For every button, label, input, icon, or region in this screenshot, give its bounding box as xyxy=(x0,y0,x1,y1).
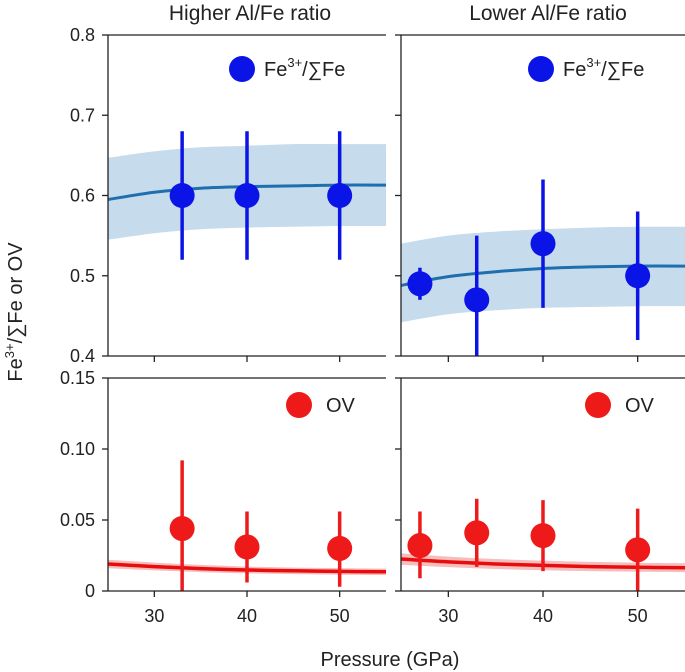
plot-area xyxy=(401,498,685,591)
legend-label: OV xyxy=(625,395,655,417)
right-panel-title: Lower Al/Fe ratio xyxy=(469,2,627,25)
legend: OV xyxy=(286,392,356,418)
panel-ov-higher-al: 0 0.05 0.10 0.15 30 40 50 OV xyxy=(60,368,386,626)
y-axis-label-sup: 3+ xyxy=(2,343,17,358)
panel-fe-higher-al: 0.4 0.5 0.6 0.7 0.8 Fe3+/∑Fe xyxy=(70,25,386,366)
plot-area xyxy=(108,460,386,591)
data-point xyxy=(234,534,260,560)
y-tick-label: 0.5 xyxy=(70,266,95,286)
x-tick-label: 40 xyxy=(237,606,257,626)
x-tick-label: 30 xyxy=(438,606,458,626)
x-tick-label: 40 xyxy=(533,606,553,626)
x-axis-label: Pressure (GPa) xyxy=(321,649,460,671)
data-point xyxy=(464,287,490,313)
y-tick-label: 0.15 xyxy=(60,368,95,388)
legend-marker xyxy=(286,392,312,418)
legend-label: OV xyxy=(326,395,356,417)
x-tick-label: 50 xyxy=(628,606,648,626)
y-axis-label-rest: /∑Fe or OV xyxy=(5,242,27,344)
y-tick-label: 0.7 xyxy=(70,105,95,125)
legend: Fe3+/∑Fe xyxy=(528,55,644,82)
y-axis-label-main: Fe xyxy=(5,358,27,381)
legend-marker xyxy=(229,56,255,82)
x-tick-label: 30 xyxy=(144,606,164,626)
data-point xyxy=(625,537,651,563)
y-tick-label: 0.8 xyxy=(70,25,95,45)
data-point xyxy=(407,271,433,297)
x-tick-label: 50 xyxy=(330,606,350,626)
legend-marker xyxy=(585,392,611,418)
data-point xyxy=(625,263,651,289)
plot-area xyxy=(108,131,386,260)
legend-label-main: Fe xyxy=(264,59,287,81)
y-tick-label: 0.05 xyxy=(60,510,95,530)
legend-label-sup: 3+ xyxy=(287,55,302,70)
data-point xyxy=(464,520,490,546)
panel-fe-lower-al: Fe3+/∑Fe xyxy=(395,34,685,362)
legend-marker xyxy=(528,56,554,82)
data-point xyxy=(169,183,195,208)
plot-area xyxy=(401,179,685,356)
legend: OV xyxy=(585,392,655,418)
y-tick-label: 0.10 xyxy=(60,439,95,459)
legend-label-main: Fe xyxy=(563,59,586,81)
legend-label-rest: /∑Fe xyxy=(302,59,345,81)
panel-ov-lower-al: 30 40 50 OV xyxy=(395,377,685,626)
legend-label-rest: /∑Fe xyxy=(601,59,644,81)
left-panel-title: Higher Al/Fe ratio xyxy=(169,2,331,25)
legend-label: Fe3+/∑Fe xyxy=(264,55,345,81)
y-tick-label: 0.6 xyxy=(70,186,95,206)
data-point xyxy=(530,231,556,257)
data-point xyxy=(234,183,260,208)
y-tick-label: 0.4 xyxy=(70,346,95,366)
data-point xyxy=(169,516,195,542)
data-point xyxy=(327,535,353,561)
legend-label: Fe3+/∑Fe xyxy=(563,55,644,81)
data-point xyxy=(327,183,353,208)
data-point xyxy=(530,523,556,549)
y-tick-label: 0 xyxy=(85,581,95,601)
legend: Fe3+/∑Fe xyxy=(229,55,345,82)
legend-label-sup: 3+ xyxy=(586,55,601,70)
y-axis-label: Fe3+/∑Fe or OV xyxy=(2,242,27,382)
data-point xyxy=(407,533,433,559)
